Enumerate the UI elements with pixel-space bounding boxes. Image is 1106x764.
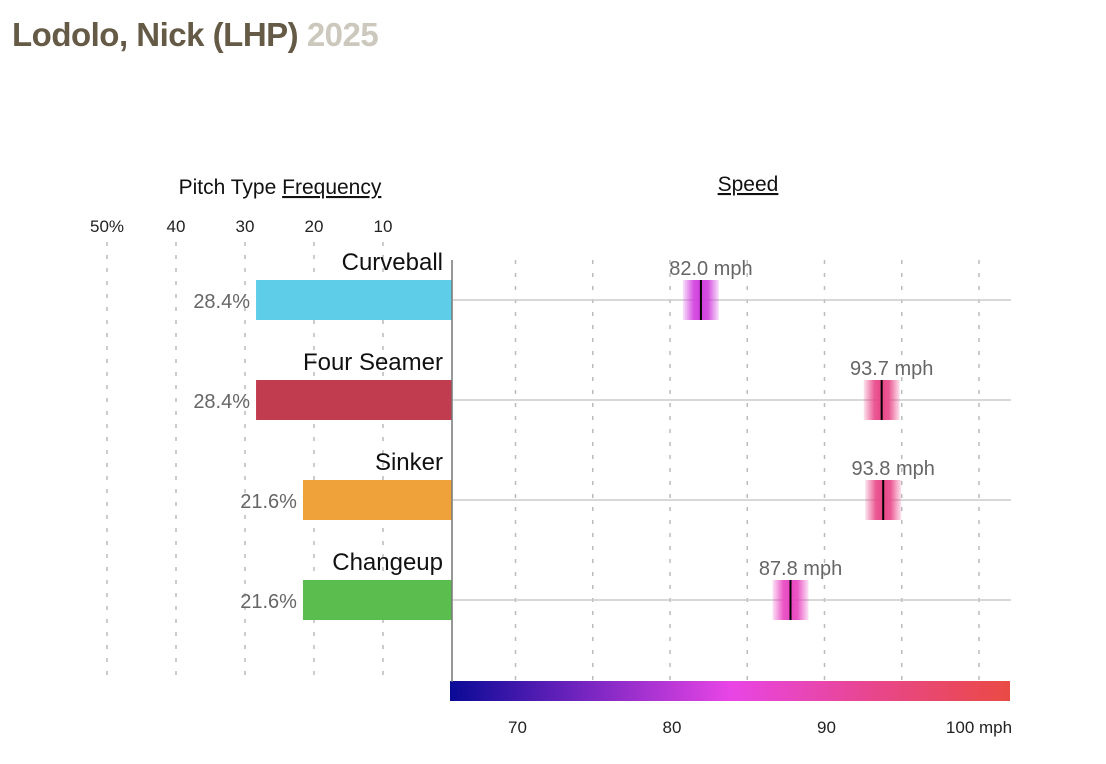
pitch-type-label: Sinker bbox=[375, 449, 443, 476]
speed-title[interactable]: Speed bbox=[718, 173, 779, 196]
page-title: Lodolo, Nick (LHP) 2025 bbox=[12, 16, 379, 54]
frequency-bar bbox=[256, 280, 452, 320]
pitch-type-label: Four Seamer bbox=[303, 349, 443, 376]
speed-tick-label: 70 bbox=[508, 718, 527, 737]
frequency-title: Pitch Type Frequency bbox=[179, 176, 382, 199]
speed-value-label: 87.8 mph bbox=[759, 558, 842, 580]
player-name: Lodolo, Nick (LHP) bbox=[12, 16, 299, 53]
frequency-bar bbox=[302, 580, 452, 620]
speed-value-label: 93.8 mph bbox=[852, 458, 935, 480]
frequency-bar bbox=[256, 380, 452, 420]
frequency-tick-label: 30 bbox=[236, 217, 255, 236]
season-year: 2025 bbox=[306, 16, 379, 53]
speed-tick-label: 100 mph bbox=[946, 718, 1012, 737]
frequency-tick-label: 50% bbox=[90, 217, 124, 236]
speed-color-scale bbox=[450, 681, 1010, 701]
frequency-value-label: 28.4% bbox=[193, 291, 250, 313]
frequency-value-label: 21.6% bbox=[240, 591, 297, 613]
frequency-value-label: 28.4% bbox=[193, 391, 250, 413]
speed-tick-label: 90 bbox=[817, 718, 836, 737]
speed-value-label: 93.7 mph bbox=[850, 358, 933, 380]
frequency-value-label: 21.6% bbox=[240, 491, 297, 513]
frequency-link[interactable]: Frequency bbox=[282, 176, 382, 199]
frequency-tick-label: 10 bbox=[374, 217, 393, 236]
speed-tick-label: 80 bbox=[663, 718, 682, 737]
frequency-tick-label: 20 bbox=[305, 217, 324, 236]
frequency-bar bbox=[302, 480, 452, 520]
speed-value-label: 82.0 mph bbox=[669, 258, 752, 280]
pitch-type-label: Curveball bbox=[342, 249, 443, 276]
pitch-type-label: Changeup bbox=[332, 549, 443, 576]
frequency-tick-label: 40 bbox=[167, 217, 186, 236]
